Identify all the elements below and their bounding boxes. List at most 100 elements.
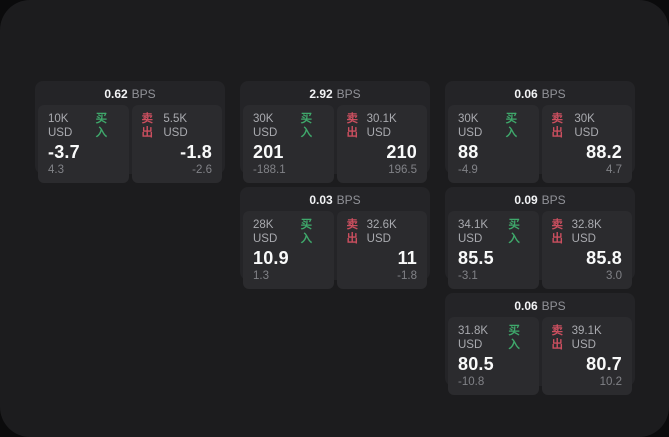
buy-price: 88: [458, 142, 479, 162]
spread-value: 0.06: [514, 299, 538, 313]
buy-delta: -3.1: [458, 270, 478, 282]
buy-size: 31.8K USD: [458, 325, 489, 351]
spread-value: 0.09: [514, 193, 538, 207]
buy-panel[interactable]: 28K USD 买入 10.9 1.3: [243, 211, 334, 289]
sell-panel[interactable]: 卖出 30K USD 88.2 4.7: [541, 105, 632, 183]
sell-panel-top: 卖出 39.1K USD: [552, 324, 623, 352]
sell-side-label: 卖出: [551, 219, 564, 245]
bid-ask-panels: 30K USD 买入 88 -4.9 卖出 30K USD 88.2 4.7: [448, 105, 632, 183]
sell-price: 210: [386, 142, 417, 162]
card-spread-header: 2.92 BPS: [243, 84, 427, 105]
buy-panel-top: 34.1K USD 买入: [458, 218, 529, 246]
sell-panel[interactable]: 卖出 32.6K USD 11 -1.8: [336, 211, 427, 289]
buy-delta: -10.8: [458, 376, 485, 388]
spread-unit-label: BPS: [541, 87, 566, 101]
sell-delta: -1.8: [397, 270, 417, 282]
sell-price: 80.7: [586, 354, 622, 374]
buy-size: 34.1K USD: [458, 219, 489, 245]
buy-delta: 4.3: [48, 164, 64, 176]
quote-card: 2.92 BPS 30K USD 买入 201 -188.1 卖出 30.1K …: [240, 81, 430, 183]
buy-panel-top: 10K USD 买入: [48, 112, 119, 140]
spread-unit-label: BPS: [336, 87, 361, 101]
buy-size: 10K USD: [48, 113, 73, 139]
sell-size: 32.6K USD: [366, 219, 397, 245]
card-spread-header: 0.03 BPS: [243, 190, 427, 211]
sell-delta: -2.6: [192, 164, 212, 176]
card-spread-header: 0.09 BPS: [448, 190, 632, 211]
spread-unit-label: BPS: [336, 193, 361, 207]
sell-side-label: 卖出: [346, 219, 359, 245]
quote-card: 0.62 BPS 10K USD 买入 -3.7 4.3 卖出 5.5K USD…: [35, 81, 225, 183]
spread-value: 0.06: [514, 87, 538, 101]
buy-panel-top: 28K USD 买入: [253, 218, 324, 246]
buy-side-label: 买入: [300, 219, 313, 245]
buy-side-label: 买入: [300, 113, 313, 139]
buy-side-label: 买入: [508, 325, 520, 351]
buy-panel[interactable]: 10K USD 买入 -3.7 4.3: [38, 105, 129, 183]
buy-price: 10.9: [253, 248, 289, 268]
buy-panel-top: 30K USD 买入: [253, 112, 324, 140]
sell-price: 88.2: [586, 142, 622, 162]
sell-price: 11: [397, 248, 417, 268]
buy-size: 30K USD: [253, 113, 278, 139]
buy-size: 30K USD: [458, 113, 483, 139]
buy-panel[interactable]: 30K USD 买入 201 -188.1: [243, 105, 334, 183]
buy-delta: -188.1: [253, 164, 286, 176]
card-spread-header: 0.06 BPS: [448, 84, 632, 105]
quote-card: 0.06 BPS 31.8K USD 买入 80.5 -10.8 卖出 39.1…: [445, 293, 635, 395]
buy-size: 28K USD: [253, 219, 278, 245]
buy-panel[interactable]: 34.1K USD 买入 85.5 -3.1: [448, 211, 539, 289]
sell-size: 30.1K USD: [366, 113, 397, 139]
sell-delta: 3.0: [606, 270, 622, 282]
bid-ask-panels: 31.8K USD 买入 80.5 -10.8 卖出 39.1K USD 80.…: [448, 317, 632, 395]
bid-ask-panels: 30K USD 买入 201 -188.1 卖出 30.1K USD 210 1…: [243, 105, 427, 183]
buy-side-label: 买入: [95, 113, 108, 139]
sell-panel[interactable]: 卖出 5.5K USD -1.8 -2.6: [131, 105, 222, 183]
buy-side-label: 买入: [508, 219, 520, 245]
buy-price: 201: [253, 142, 284, 162]
sell-delta: 4.7: [606, 164, 622, 176]
bid-ask-panels: 28K USD 买入 10.9 1.3 卖出 32.6K USD 11 -1.8: [243, 211, 427, 289]
sell-size: 39.1K USD: [571, 325, 602, 351]
sell-size: 30K USD: [574, 113, 599, 139]
sell-panel-top: 卖出 30.1K USD: [347, 112, 418, 140]
buy-panel-top: 30K USD 买入: [458, 112, 529, 140]
spread-unit-label: BPS: [541, 193, 566, 207]
card-spread-header: 0.62 BPS: [38, 84, 222, 105]
sell-price: 85.8: [586, 248, 622, 268]
sell-side-label: 卖出: [551, 325, 564, 351]
sell-panel[interactable]: 卖出 39.1K USD 80.7 10.2: [541, 317, 632, 395]
quote-card: 0.06 BPS 30K USD 买入 88 -4.9 卖出 30K USD 8…: [445, 81, 635, 183]
sell-panel[interactable]: 卖出 32.8K USD 85.8 3.0: [541, 211, 632, 289]
sell-price: -1.8: [180, 142, 212, 162]
buy-delta: -4.9: [458, 164, 478, 176]
sell-side-label: 卖出: [141, 113, 154, 139]
spread-unit-label: BPS: [131, 87, 156, 101]
sell-panel-top: 卖出 30K USD: [552, 112, 623, 140]
bid-ask-panels: 34.1K USD 买入 85.5 -3.1 卖出 32.8K USD 85.8…: [448, 211, 632, 289]
bid-ask-panels: 10K USD 买入 -3.7 4.3 卖出 5.5K USD -1.8 -2.…: [38, 105, 222, 183]
buy-panel[interactable]: 31.8K USD 买入 80.5 -10.8: [448, 317, 539, 395]
buy-side-label: 买入: [505, 113, 518, 139]
sell-panel-top: 卖出 32.8K USD: [552, 218, 623, 246]
sell-size: 5.5K USD: [163, 113, 188, 139]
quote-card: 0.09 BPS 34.1K USD 买入 85.5 -3.1 卖出 32.8K…: [445, 187, 635, 289]
buy-panel[interactable]: 30K USD 买入 88 -4.9: [448, 105, 539, 183]
sell-delta: 10.2: [599, 376, 622, 388]
spread-value: 2.92: [309, 87, 333, 101]
sell-panel[interactable]: 卖出 30.1K USD 210 196.5: [336, 105, 427, 183]
spread-value: 0.62: [104, 87, 128, 101]
sell-side-label: 卖出: [551, 113, 564, 139]
card-spread-header: 0.06 BPS: [448, 296, 632, 317]
sell-side-label: 卖出: [346, 113, 359, 139]
buy-price: -3.7: [48, 142, 80, 162]
quote-card: 0.03 BPS 28K USD 买入 10.9 1.3 卖出 32.6K US…: [240, 187, 430, 289]
spread-unit-label: BPS: [541, 299, 566, 313]
sell-size: 32.8K USD: [571, 219, 602, 245]
buy-price: 85.5: [458, 248, 494, 268]
sell-panel-top: 卖出 5.5K USD: [142, 112, 213, 140]
buy-price: 80.5: [458, 354, 494, 374]
buy-delta: 1.3: [253, 270, 269, 282]
spread-value: 0.03: [309, 193, 333, 207]
